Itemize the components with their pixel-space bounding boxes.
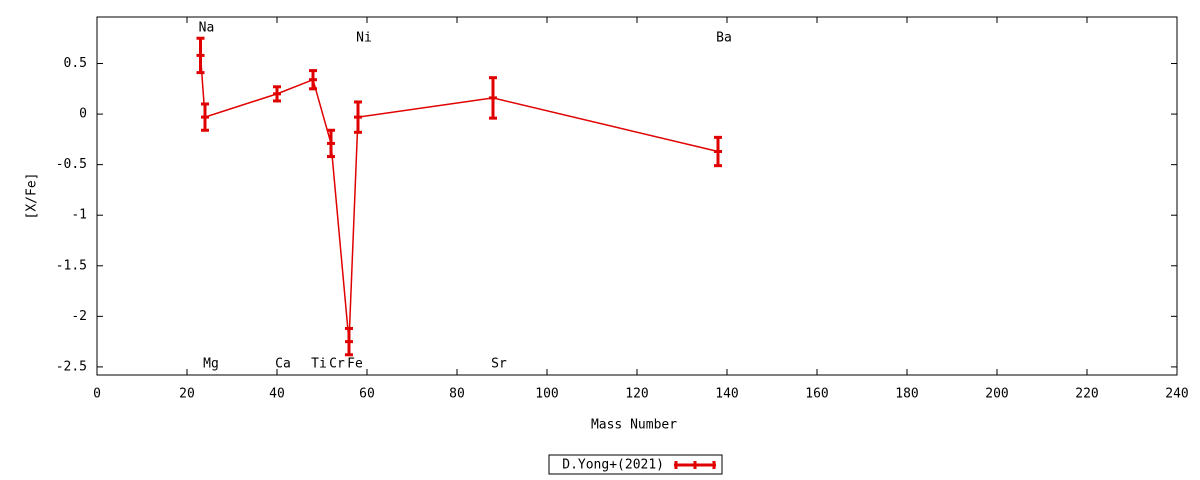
element-label: Ca <box>275 357 291 372</box>
x-tick-label: 120 <box>625 387 648 402</box>
y-tick-label: -0.5 <box>56 157 87 172</box>
x-tick-label: 240 <box>1165 387 1188 402</box>
x-tick-label: 100 <box>535 387 558 402</box>
error-bar <box>489 76 497 120</box>
y-tick-label: -2.5 <box>56 359 87 374</box>
legend-box <box>548 454 723 475</box>
x-tick-label: 220 <box>1075 387 1098 402</box>
element-label: Ba <box>716 31 732 46</box>
element-label: Ti <box>311 357 327 372</box>
x-tick-label: 0 <box>93 387 101 402</box>
error-bar <box>273 85 281 103</box>
plot-frame <box>96 16 1178 376</box>
element-label: Sr <box>491 357 507 372</box>
element-label: Cr <box>329 357 345 372</box>
y-tick-label: 0.5 <box>64 56 87 71</box>
x-tick-label: 60 <box>359 387 375 402</box>
element-label: Na <box>199 21 215 36</box>
legend-label: D.Yong+(2021) <box>562 458 664 473</box>
y-tick-label: 0 <box>79 107 87 122</box>
x-axis-label: Mass Number <box>591 418 677 433</box>
element-label: Fe <box>347 357 363 372</box>
y-tick-label: -1.5 <box>56 258 87 273</box>
error-bar <box>714 135 722 168</box>
y-tick-label: -2 <box>71 309 87 324</box>
x-tick-label: 140 <box>715 387 738 402</box>
y-tick-label: -1 <box>71 208 87 223</box>
error-bar <box>196 36 205 75</box>
y-axis-label: [X/Fe] <box>25 173 40 220</box>
error-bar <box>354 100 362 134</box>
x-tick-label: 80 <box>449 387 465 402</box>
error-bar <box>201 102 209 132</box>
error-bar <box>345 326 353 357</box>
x-tick-label: 200 <box>985 387 1008 402</box>
error-bar <box>309 69 317 91</box>
x-tick-label: 40 <box>269 387 285 402</box>
element-label: Mg <box>203 357 219 372</box>
x-tick-label: 160 <box>805 387 828 402</box>
x-tick-label: 180 <box>895 387 918 402</box>
x-tick-label: 20 <box>179 387 195 402</box>
error-bar <box>327 128 335 159</box>
element-label: Ni <box>356 31 372 46</box>
